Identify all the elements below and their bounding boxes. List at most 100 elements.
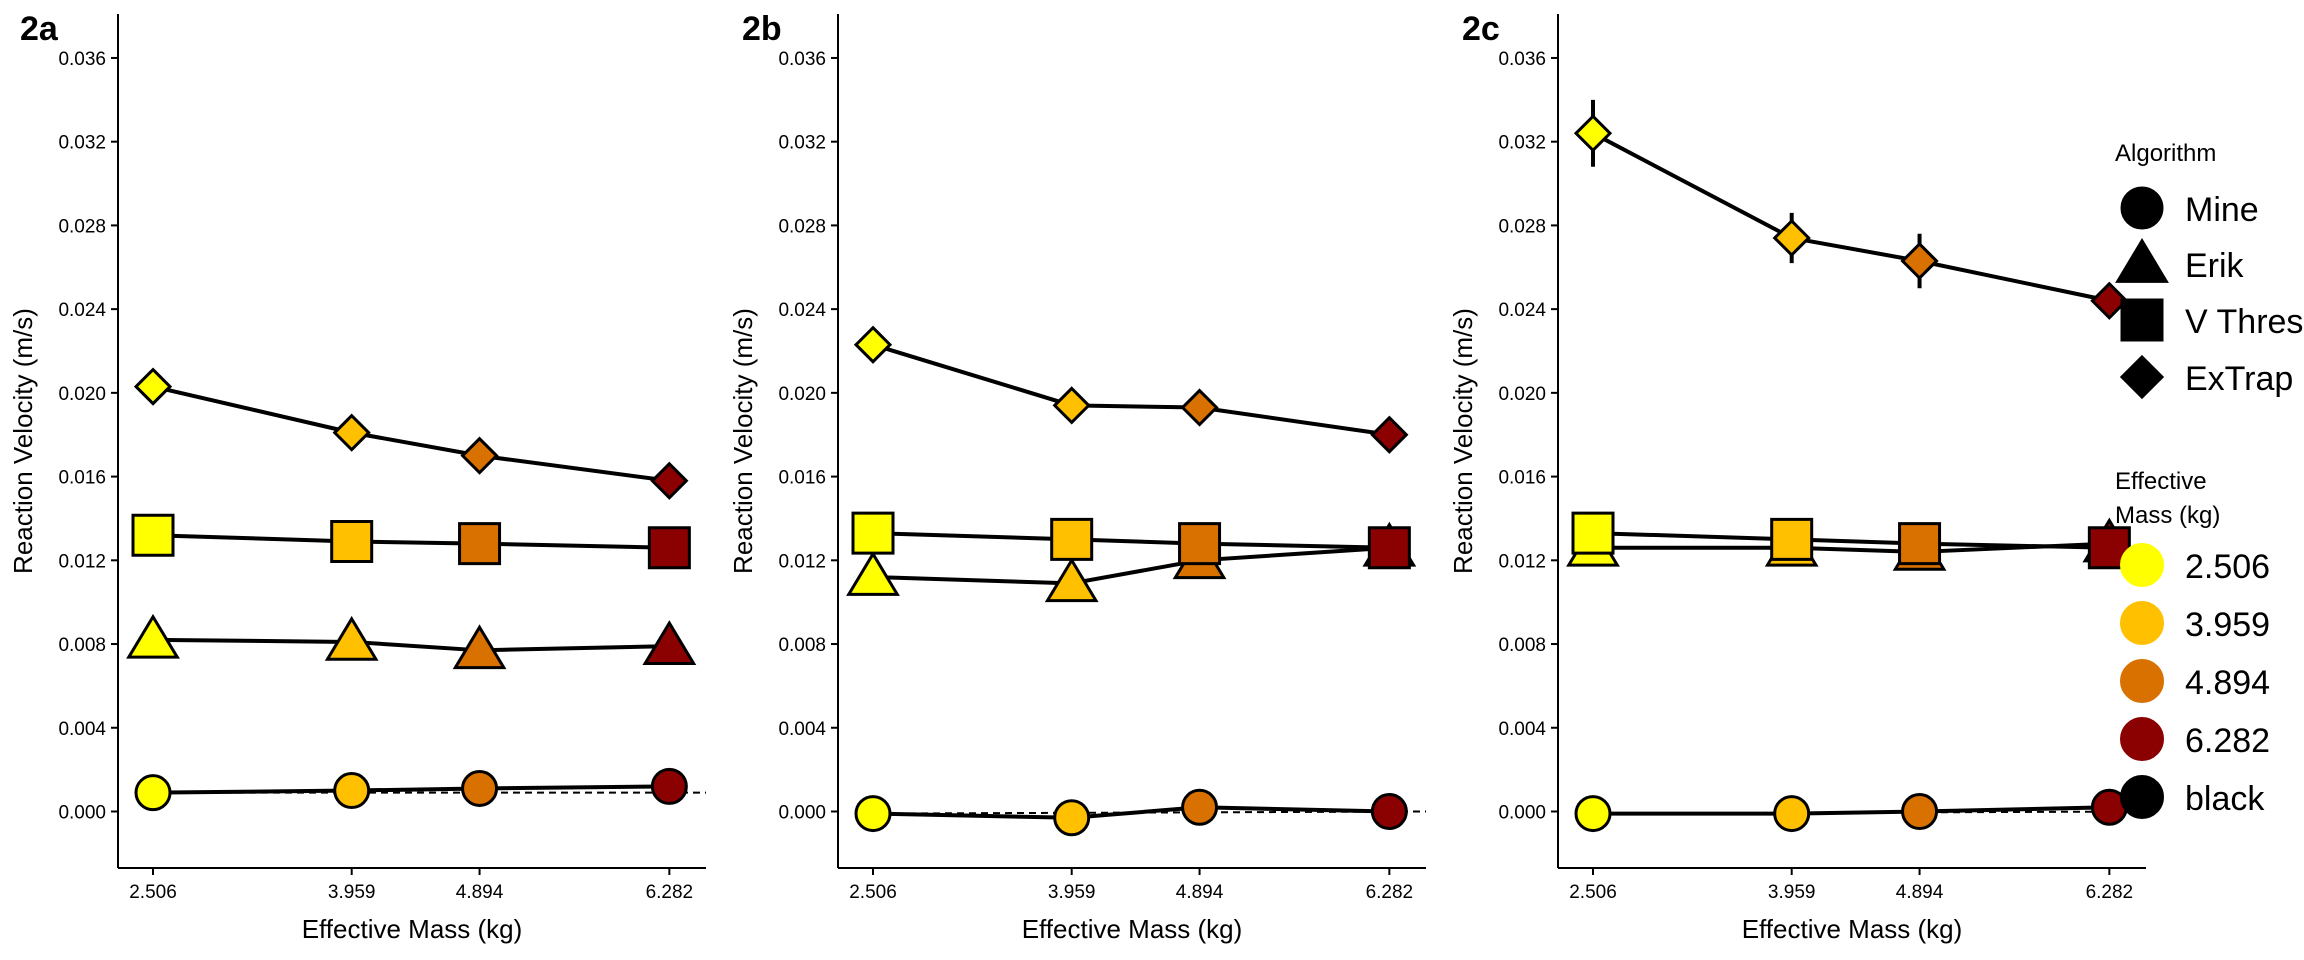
data-point-erik xyxy=(324,615,379,661)
data-point-v-threshold xyxy=(1367,526,1411,570)
data-point-mine xyxy=(1773,795,1811,833)
series-line-mine xyxy=(1593,805,2110,816)
data-point-v-threshold xyxy=(1770,517,1814,561)
chart-panel-2b: 2b 0.000 0.004 0.008 0.012 0.016 0.020 0.024 0.0… xyxy=(728,10,1426,944)
y-tick-label: 0.024 xyxy=(58,300,106,321)
y-tick-label: 0.008 xyxy=(778,635,826,656)
x-tick-label: 6.282 xyxy=(1366,882,1414,903)
x-tick-label: 3.959 xyxy=(1048,882,1096,903)
x-axis-title: Effective Mass (kg) xyxy=(1022,914,1243,944)
y-tick-label: 0.000 xyxy=(778,802,826,823)
legend-swatch-3-959 xyxy=(2120,601,2164,645)
series-line-v-threshold xyxy=(152,533,670,550)
y-tick-label: 0.012 xyxy=(58,551,106,572)
data-point-v-threshold xyxy=(1178,522,1222,566)
legend-label-mine: Mine xyxy=(2185,191,2259,229)
series-line-v-threshold xyxy=(1592,531,2110,550)
legend-key-erik xyxy=(2115,237,2169,283)
y-tick-label: 0.036 xyxy=(58,49,106,70)
data-point-v-threshold xyxy=(1898,522,1942,566)
series-line-erik xyxy=(872,545,1390,586)
data-point-mine xyxy=(1901,792,1939,830)
data-point-extrap xyxy=(460,436,499,475)
data-point-extrap xyxy=(1370,415,1409,454)
data-point-v-threshold xyxy=(851,511,895,555)
y-tick-label: 0.004 xyxy=(58,719,106,740)
y-tick-label: 0.016 xyxy=(1498,468,1546,489)
y-tick-label: 0.028 xyxy=(58,216,106,237)
legend: Algorithm Mine Erik V Threshold ExTrap Effect… xyxy=(2115,140,2304,819)
y-axis-title: Reaction Velocity (m/s) xyxy=(8,308,38,574)
y-tick-label: 0.020 xyxy=(58,384,106,405)
data-point-extrap xyxy=(1573,114,1613,153)
panel-tag: 2a xyxy=(20,10,59,48)
legend-key-mine xyxy=(2120,186,2164,230)
panel-tag: 2b xyxy=(742,10,782,48)
data-point-erik xyxy=(1044,557,1099,603)
data-point-extrap xyxy=(133,367,173,406)
panel-tag: 2c xyxy=(1462,10,1500,48)
data-point-extrap xyxy=(853,325,893,364)
data-point-extrap xyxy=(650,461,689,500)
y-tick-label: 0.016 xyxy=(778,468,826,489)
x-tick-label: 6.282 xyxy=(2086,882,2134,903)
data-point-mine xyxy=(461,769,499,807)
series-line-v-threshold xyxy=(872,531,1390,550)
chart-panel-2a: 2a 0.000 0.004 0.008 0.012 0.016 0.020 0.024 0.0… xyxy=(8,10,706,944)
legend-key-extrap xyxy=(2119,354,2165,400)
legend-swatch-black xyxy=(2120,775,2164,819)
legend-swatch-4-894 xyxy=(2120,659,2164,703)
legend-title-algorithm: Algorithm xyxy=(2115,140,2216,167)
y-tick-label: 0.028 xyxy=(778,216,826,237)
data-point-v-threshold xyxy=(330,519,374,563)
legend-label-extrap: ExTrap xyxy=(2185,360,2293,398)
data-point-erik xyxy=(126,613,180,659)
y-tick-label: 0.012 xyxy=(1498,551,1546,572)
legend-label-mass: 6.282 xyxy=(2185,722,2270,760)
data-point-v-threshold xyxy=(458,522,502,566)
legend-swatch-6-282 xyxy=(2120,717,2164,761)
x-tick-label: 2.506 xyxy=(1569,882,1617,903)
data-point-erik xyxy=(642,620,697,665)
y-tick-label: 0.004 xyxy=(778,719,826,740)
x-tick-label: 4.894 xyxy=(1176,882,1224,903)
y-tick-label: 0.016 xyxy=(58,468,106,489)
series-line-erik xyxy=(1593,541,2110,554)
plot-area xyxy=(126,367,706,812)
data-point-extrap xyxy=(2090,281,2129,320)
series-line-extrap xyxy=(152,384,670,483)
data-point-v-threshold xyxy=(647,526,691,570)
data-point-mine xyxy=(134,774,172,812)
y-tick-label: 0.036 xyxy=(1498,49,1546,70)
x-axis-title: Effective Mass (kg) xyxy=(1742,914,1963,944)
series-line-extrap xyxy=(872,342,1390,437)
legend-label-mass: black xyxy=(2185,780,2265,818)
data-point-mine xyxy=(1370,792,1408,830)
y-tick-label: 0.024 xyxy=(1498,300,1546,321)
y-axis-title: Reaction Velocity (m/s) xyxy=(728,308,758,574)
data-point-extrap xyxy=(1772,218,1811,258)
y-tick-label: 0.012 xyxy=(778,551,826,572)
x-tick-label: 2.506 xyxy=(849,882,897,903)
data-point-extrap xyxy=(332,413,371,452)
legend-key-v-threshold xyxy=(2120,298,2164,342)
chart-panel-2c: 2c 0.000 0.004 0.008 0.012 0.016 0.020 0.024 0.0… xyxy=(1448,10,2146,944)
legend-label-mass: 4.894 xyxy=(2185,664,2270,702)
series-line-erik xyxy=(152,637,670,653)
legend-title-mass-line1: Effective xyxy=(2115,468,2207,495)
y-tick-label: 0.004 xyxy=(1498,719,1546,740)
series-line-extrap xyxy=(1592,131,2110,303)
y-tick-label: 0.008 xyxy=(58,635,106,656)
y-tick-label: 0.020 xyxy=(778,384,826,405)
y-tick-label: 0.024 xyxy=(778,300,826,321)
y-tick-label: 0.028 xyxy=(1498,216,1546,237)
x-tick-label: 4.894 xyxy=(456,882,504,903)
data-point-mine xyxy=(1181,788,1219,826)
y-tick-label: 0.032 xyxy=(1498,133,1546,154)
data-point-mine xyxy=(1574,795,1612,833)
y-tick-label: 0.032 xyxy=(58,133,106,154)
y-tick-label: 0.036 xyxy=(778,49,826,70)
legend-label-erik: Erik xyxy=(2185,247,2245,285)
data-point-mine xyxy=(854,795,892,833)
